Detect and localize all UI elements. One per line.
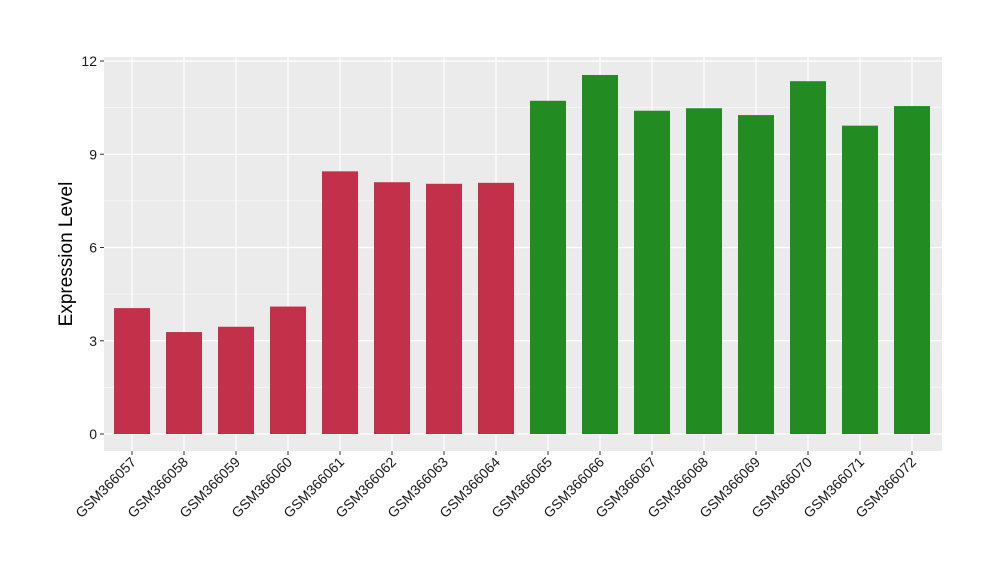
y-axis: 0 3 6 9 12 (81, 53, 104, 442)
bars (114, 74, 930, 435)
bar (790, 81, 826, 435)
bar (114, 308, 150, 434)
bar (738, 115, 774, 435)
bar (478, 182, 514, 434)
y-tick-label: 9 (89, 146, 97, 162)
bar (530, 100, 566, 434)
bar (582, 74, 618, 435)
bar (894, 106, 930, 434)
bar (686, 108, 722, 434)
bar (426, 183, 462, 434)
bar (166, 332, 202, 434)
y-tick-label: 6 (89, 240, 97, 256)
x-axis: GSM366057GSM366058GSM366059GSM366060GSM3… (72, 451, 919, 521)
bar (842, 125, 878, 435)
y-tick-label: 12 (81, 53, 97, 69)
y-tick-label: 3 (89, 333, 97, 349)
bar (322, 171, 358, 435)
bar (270, 306, 306, 434)
bar (218, 326, 254, 434)
y-tick-label: 0 (89, 426, 97, 442)
bar (374, 182, 410, 434)
bar (634, 110, 670, 434)
y-axis-title: Expression Level (56, 182, 77, 327)
